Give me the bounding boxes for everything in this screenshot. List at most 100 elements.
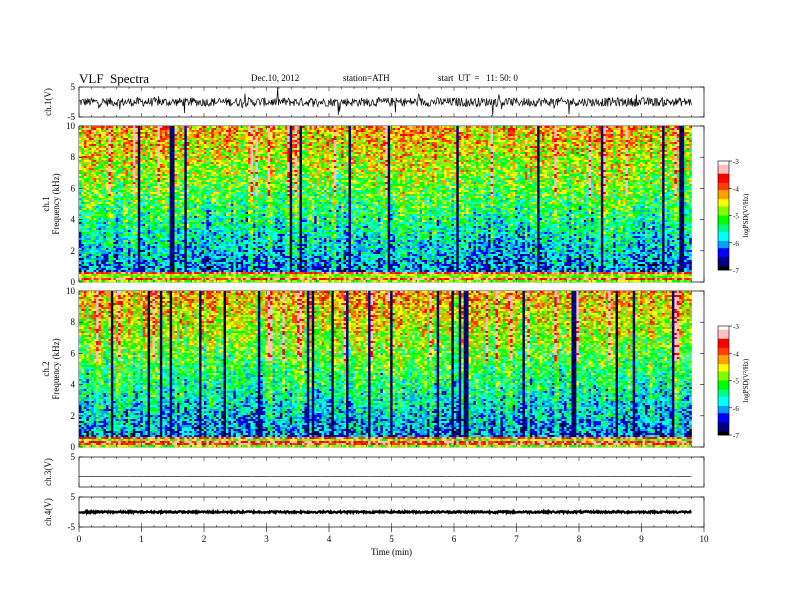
spectrogram-cell — [620, 132, 624, 135]
spectrogram-cell — [250, 136, 254, 139]
spectrogram-cell — [250, 154, 254, 157]
spectrogram-cell — [671, 144, 675, 147]
spectrogram-cell — [522, 148, 526, 151]
spectrogram-cell — [681, 142, 685, 145]
spectrogram-cell — [473, 144, 477, 147]
spectrogram-cell — [686, 140, 690, 143]
spectrogram-cell — [191, 140, 195, 143]
spectrogram-cell — [150, 146, 153, 149]
spectrogram-cell — [637, 134, 641, 137]
spectrogram-cell — [203, 144, 207, 147]
spectrogram-cell — [448, 140, 452, 143]
spectrogram-cell — [189, 148, 192, 151]
spectrogram-cell — [654, 150, 658, 153]
spectrogram-cell — [424, 136, 428, 139]
spectrogram-cell — [238, 150, 241, 153]
spectrogram-cell — [115, 132, 119, 135]
spectrogram-cell — [147, 128, 151, 131]
spectrogram-cell — [522, 154, 526, 157]
spectrogram-cell — [679, 150, 682, 153]
spectrogram-cell — [186, 128, 190, 131]
spectrogram-cell — [431, 140, 435, 143]
spectrogram-cell — [186, 154, 190, 157]
spectrogram-cell — [275, 134, 278, 137]
spectrogram-cell — [233, 148, 237, 151]
spectrogram-cell — [625, 130, 629, 133]
spectrogram-cell — [404, 130, 408, 133]
spectrogram-cell — [456, 134, 460, 137]
spectrogram-cell — [686, 130, 690, 133]
spectrogram-cell — [211, 146, 215, 149]
spectrogram-cell — [260, 152, 264, 155]
spectrogram-cell — [544, 138, 548, 141]
spectrogram-cell — [544, 130, 548, 133]
spectrogram-cell — [277, 140, 281, 143]
spectrogram-cell — [581, 156, 584, 159]
spectrogram-cell — [328, 156, 332, 159]
spectrogram-cell — [419, 156, 423, 159]
spectrogram-cell — [299, 128, 303, 131]
spectrogram-cell — [586, 150, 589, 153]
spectrogram-cell — [169, 128, 173, 131]
spectrogram-cell — [502, 164, 506, 167]
spectrogram-cell — [294, 142, 298, 145]
spectrogram-cell — [108, 128, 112, 131]
spectrogram-cell — [181, 136, 185, 139]
spectrogram-cell — [527, 136, 531, 139]
spectrogram-cell — [598, 150, 602, 153]
spectrogram-cell — [279, 128, 283, 131]
spectrogram-cell — [549, 132, 553, 135]
spectrogram-cell — [603, 140, 607, 143]
spectrogram-cell — [534, 140, 538, 143]
spectrogram-cell — [223, 132, 227, 135]
spectrogram-cell — [622, 164, 626, 167]
spectrogram-cell — [275, 158, 278, 161]
spectrogram-cell — [404, 136, 408, 139]
spectrogram-cell — [409, 138, 413, 141]
spectrogram-cell — [184, 146, 188, 149]
spectrogram-cell — [654, 156, 658, 159]
spectrogram-cell — [194, 142, 197, 145]
spectrogram-cell — [309, 152, 313, 155]
spectrogram-cell — [373, 146, 376, 149]
spectrogram-cell — [294, 132, 298, 135]
spectrogram-cell — [203, 136, 207, 139]
spectrogram-cell — [292, 148, 295, 151]
spectrogram-cell — [591, 134, 594, 137]
spectrogram-cell — [184, 138, 188, 141]
spectrogram-cell — [218, 148, 222, 151]
spectrogram-cell — [497, 162, 501, 165]
spectrogram-cell — [446, 132, 450, 135]
spectrogram-cell — [221, 136, 224, 139]
spectrogram-cell — [304, 152, 308, 155]
spectrogram-cell — [456, 148, 460, 151]
spectrogram-cell — [194, 136, 197, 139]
spectrogram-cell — [157, 146, 161, 149]
spectrogram-cell — [162, 142, 166, 145]
spectrogram-cell — [566, 156, 570, 159]
spectrogram-cell — [172, 128, 175, 131]
spectrogram-cell — [610, 142, 614, 145]
spectrogram-cell — [539, 160, 543, 163]
spectrogram-cell — [174, 140, 178, 143]
spectrogram-cell — [275, 132, 278, 135]
spectrogram-cell — [164, 134, 168, 137]
spectrogram-cell — [419, 150, 423, 153]
spectrogram-cell — [196, 146, 200, 149]
spectrogram-cell — [497, 126, 501, 129]
spectrogram-cell — [167, 148, 170, 151]
spectrogram-cell — [524, 164, 528, 167]
spectrogram-cell — [230, 128, 234, 131]
spectrogram-cell — [316, 130, 320, 133]
spectrogram-cell — [118, 148, 121, 151]
spectrogram-cell — [635, 136, 638, 139]
spectrogram-cell — [684, 154, 687, 157]
spectrogram-cell — [507, 156, 511, 159]
spectrogram-cell — [196, 140, 200, 143]
spectrogram-cell — [439, 148, 442, 151]
spectrogram-cell — [230, 158, 234, 161]
spectrogram-cell — [326, 148, 330, 151]
spectrogram-cell — [331, 128, 335, 131]
spectrogram-cell — [91, 152, 94, 155]
spectrogram-cell — [96, 160, 99, 163]
